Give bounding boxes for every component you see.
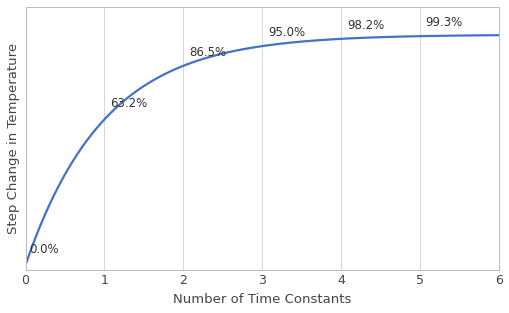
Y-axis label: Step Change in Temperature: Step Change in Temperature xyxy=(7,43,20,234)
Text: 86.5%: 86.5% xyxy=(188,46,225,59)
Text: 63.2%: 63.2% xyxy=(110,97,147,110)
Text: 99.3%: 99.3% xyxy=(425,16,462,29)
Text: 95.0%: 95.0% xyxy=(267,26,304,39)
Text: 98.2%: 98.2% xyxy=(346,19,383,32)
X-axis label: Number of Time Constants: Number of Time Constants xyxy=(173,293,351,306)
Text: 0.0%: 0.0% xyxy=(30,243,59,256)
